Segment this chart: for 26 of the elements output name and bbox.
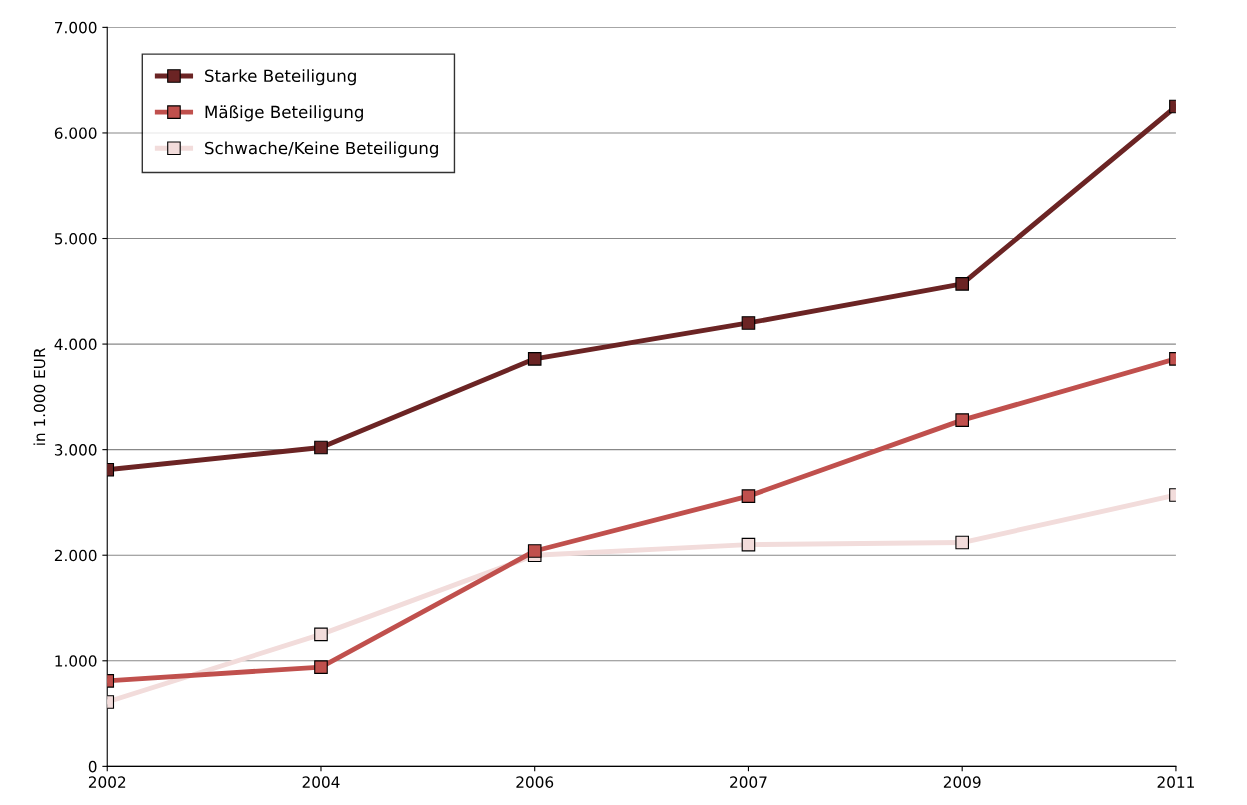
point [741,489,756,503]
y-tick-label: 5.000 [54,232,97,245]
x-tick-label: 2007 [730,776,767,788]
y-tick-label: 0 [88,760,97,773]
point [955,413,969,427]
point [955,277,969,291]
y-axis-title: in 1.000 EUR [33,347,46,445]
point [955,535,969,550]
y-tick-label: 6.000 [54,127,97,139]
y-tick-label: 7.000 [55,21,97,34]
y-tick-label: 3.000 [54,444,97,456]
point [527,544,542,558]
x-tick-label: 2011 [1157,776,1194,788]
legend-label: Starke Beteiligung [205,69,356,86]
y-tick-label: 2.000 [54,549,97,562]
y-tick-label: 4.000 [54,338,97,351]
x-tick-label: 2004 [302,776,340,788]
point [741,316,756,330]
point [527,352,542,366]
legend-label: Schwache/Keine Beteiligung [205,141,438,158]
x-tick-label: 2006 [516,776,554,788]
y-tick-label: 1.000 [55,655,97,667]
x-tick-label: 2009 [943,776,981,788]
point [741,537,756,552]
legend-label: Mäßige Beteiligung [205,105,363,122]
x-tick-label: 2002 [88,776,126,788]
